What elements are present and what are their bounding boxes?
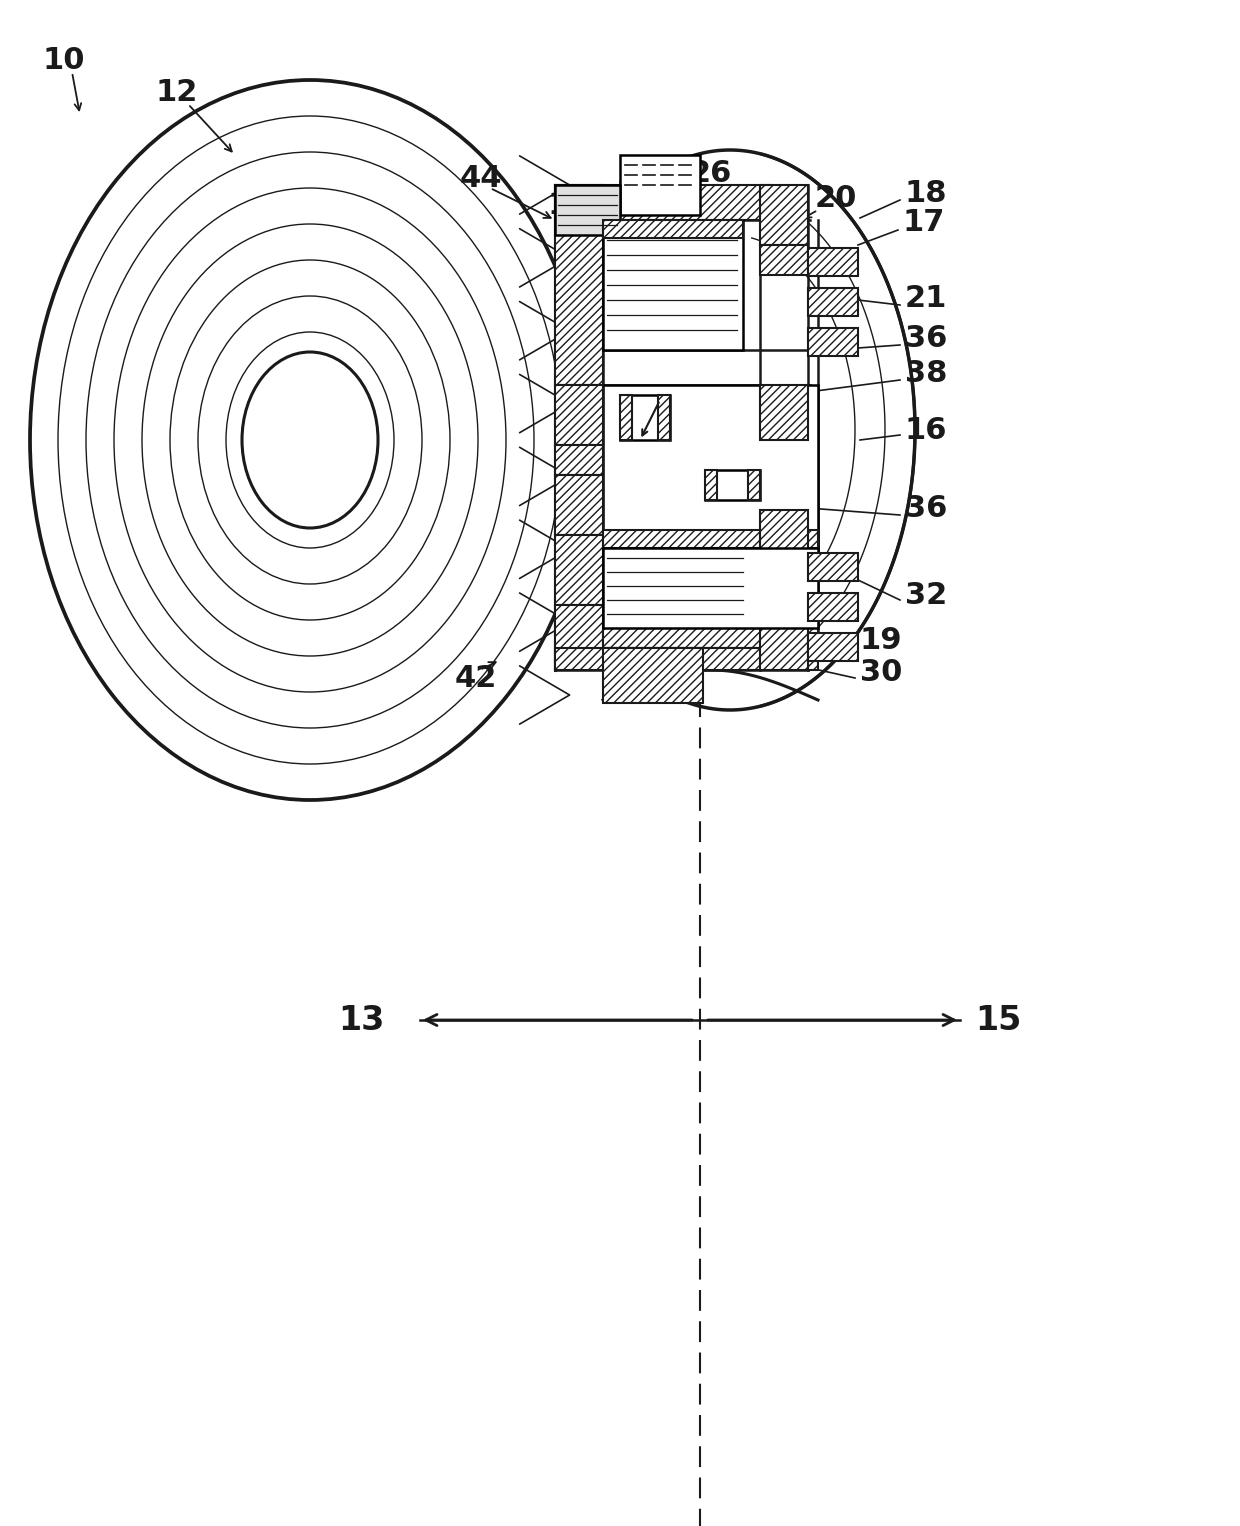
Bar: [760, 246, 808, 275]
Bar: [760, 185, 808, 246]
Bar: [808, 594, 858, 621]
Bar: [556, 185, 620, 235]
Bar: [808, 328, 858, 356]
Bar: [556, 185, 603, 385]
Bar: [620, 156, 701, 215]
Bar: [556, 604, 603, 670]
Bar: [603, 385, 818, 571]
Bar: [706, 470, 717, 501]
Bar: [603, 220, 743, 238]
Text: 16: 16: [905, 415, 947, 444]
Bar: [556, 385, 603, 446]
Bar: [603, 220, 743, 349]
Bar: [556, 649, 818, 670]
Text: 22: 22: [706, 206, 748, 235]
Bar: [748, 470, 760, 501]
Bar: [556, 446, 603, 475]
Bar: [556, 536, 603, 604]
Bar: [760, 510, 808, 565]
Bar: [760, 385, 808, 439]
Bar: [603, 548, 818, 629]
Bar: [658, 395, 670, 439]
Bar: [706, 470, 760, 501]
Bar: [603, 530, 818, 548]
Text: 42: 42: [455, 664, 497, 693]
Text: 21: 21: [905, 284, 947, 313]
Text: 36: 36: [905, 324, 947, 353]
Bar: [808, 288, 858, 316]
Text: 12: 12: [155, 78, 197, 107]
Bar: [603, 629, 818, 649]
Bar: [760, 565, 808, 600]
Text: 26: 26: [689, 159, 733, 188]
Text: 18: 18: [905, 179, 947, 208]
Text: 14: 14: [548, 191, 590, 220]
Text: 44: 44: [460, 163, 502, 192]
Text: 20: 20: [815, 183, 857, 212]
Bar: [620, 395, 670, 439]
Bar: [808, 552, 858, 581]
Text: 30: 30: [861, 658, 903, 687]
Bar: [808, 249, 858, 276]
Text: 19: 19: [861, 626, 903, 655]
Bar: [556, 475, 603, 536]
Text: 36: 36: [905, 493, 947, 522]
Text: 24: 24: [618, 177, 660, 206]
Bar: [760, 600, 808, 670]
Text: 40: 40: [748, 633, 791, 662]
Text: 10: 10: [42, 46, 84, 75]
Text: 15: 15: [975, 1004, 1022, 1036]
Bar: [808, 633, 858, 661]
Text: 17: 17: [903, 208, 945, 237]
Text: 13: 13: [339, 1004, 384, 1036]
Bar: [620, 395, 632, 439]
Bar: [603, 649, 703, 703]
Text: 32: 32: [905, 580, 947, 609]
Text: 38: 38: [905, 359, 947, 388]
Bar: [556, 185, 770, 220]
